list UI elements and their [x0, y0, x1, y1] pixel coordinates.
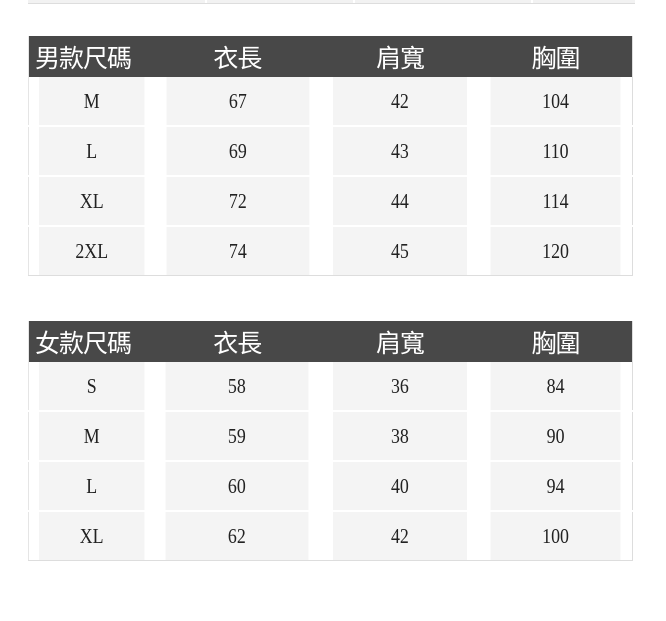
table-cell: 120 [490, 226, 621, 276]
column-header: 胸圍 [478, 36, 633, 77]
table-cell: 60 [166, 461, 309, 512]
table-cell: 59 [166, 411, 309, 462]
table-cell: 45 [333, 226, 468, 276]
table-cell: 38 [332, 411, 468, 462]
table-cell: M [37, 77, 145, 127]
table-cell: 58 [166, 362, 309, 412]
column-header: 衣長 [153, 321, 322, 362]
column-header: 胸圍 [478, 321, 633, 362]
table-cell: XL [37, 511, 145, 561]
table-cell: S [37, 362, 145, 412]
table-row: L 69 43 110 [29, 126, 633, 177]
table-cell: 62 [166, 511, 309, 561]
table-cell: 42 [333, 77, 468, 127]
header-row: 女款尺碼 衣長 肩寬 胸圍 [28, 321, 633, 362]
table-cell: 43 [333, 126, 468, 177]
column-header: 衣長 [153, 36, 322, 77]
table-cell: 84 [490, 362, 621, 412]
table-row: L 60 40 94 [29, 461, 633, 512]
table-cell: 69 [166, 126, 309, 177]
table-cell: 42 [332, 511, 468, 561]
table-row: XL 62 42 100 [29, 511, 633, 561]
table-cell: 94 [490, 461, 621, 512]
header-row: 男款尺碼 衣長 肩寬 胸圍 [28, 36, 633, 77]
table-cell: 40 [332, 461, 468, 512]
table-cell: XL [37, 176, 145, 227]
table-cell: 74 [166, 226, 309, 276]
table-cell: L [37, 126, 145, 177]
table-row: M 59 38 90 [29, 411, 633, 462]
table-cell: 110 [490, 126, 621, 177]
table-cell: 90 [490, 411, 621, 462]
table-row: XL 72 44 114 [29, 176, 633, 227]
table-cell: 36 [332, 362, 468, 412]
womens-size-table: 女款尺碼 衣長 肩寬 胸圍 S 58 36 84 M 59 38 90 L 60 40 94 XL 62 42 100 [28, 321, 633, 561]
table-cell: L [37, 461, 145, 512]
column-header: 男款尺碼 [28, 36, 154, 77]
table-cell: 114 [490, 176, 621, 227]
table-cell: 104 [490, 77, 621, 127]
table-row: M 67 42 104 [29, 77, 633, 127]
table-cell: M [37, 411, 145, 462]
table-cell: 2XL [37, 226, 145, 276]
column-header: 肩寬 [321, 321, 479, 362]
column-header: 肩寬 [321, 36, 479, 77]
previous-table-edge [28, 0, 635, 4]
table-cell: 100 [490, 511, 621, 561]
table-cell: 44 [333, 176, 468, 227]
table-cell: 72 [166, 176, 309, 227]
table-row: 2XL 74 45 120 [29, 226, 633, 276]
table-cell: 67 [166, 77, 309, 127]
mens-size-table: 男款尺碼 衣長 肩寬 胸圍 M 67 42 104 L 69 43 110 XL 72 44 114 2XL 74… [28, 36, 633, 276]
table-row: S 58 36 84 [29, 362, 633, 412]
column-header: 女款尺碼 [28, 321, 154, 362]
